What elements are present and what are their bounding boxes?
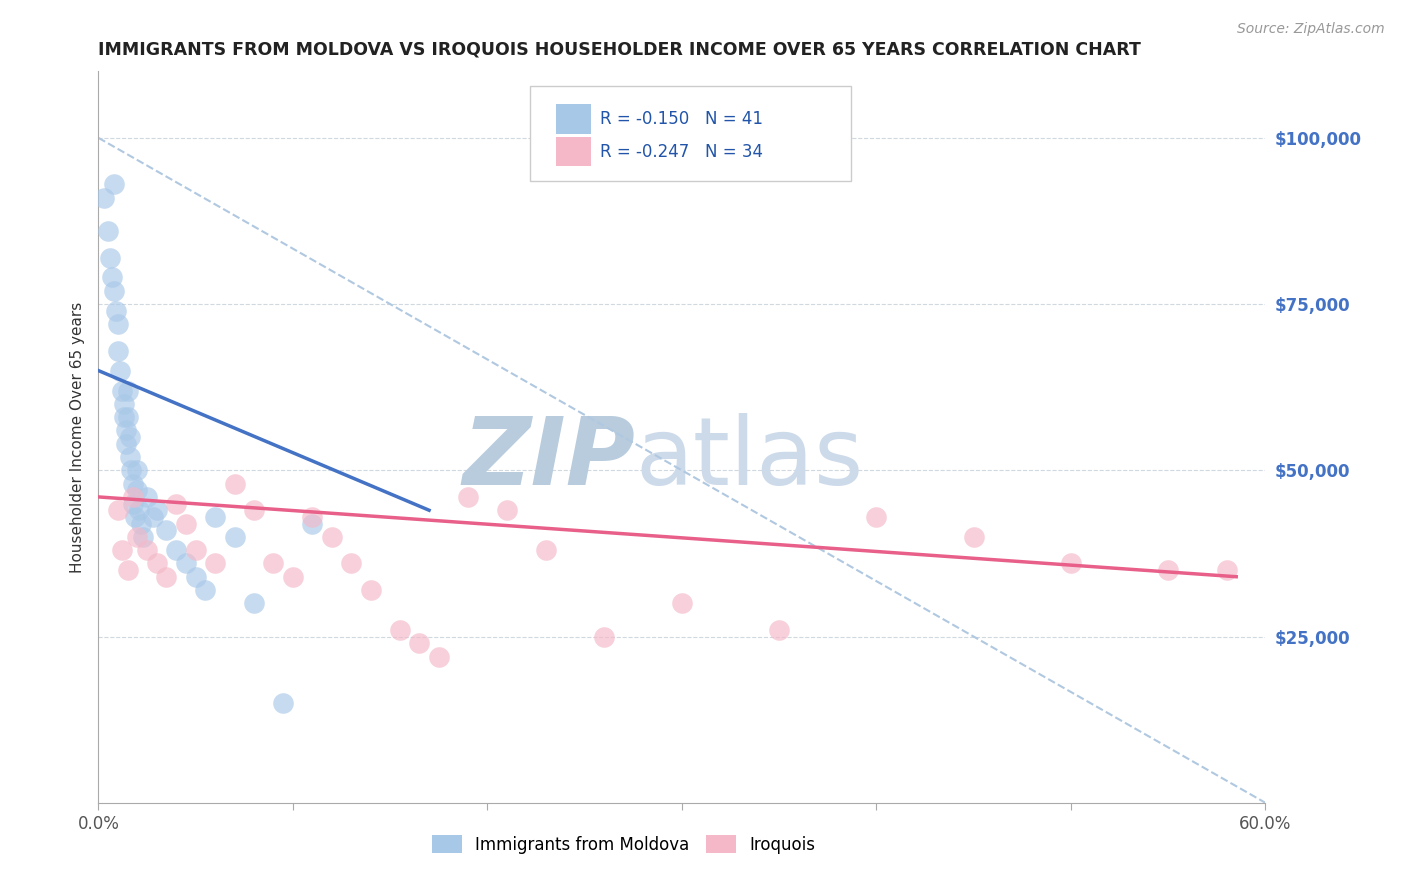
Point [224,476,246,491]
Point [101,270,124,285]
Point [321,530,343,544]
Point [262,557,284,571]
Point [103,178,125,192]
Point [146,503,169,517]
Point [243,596,266,610]
Point [121,463,143,477]
Point [865,509,887,524]
Point [534,543,557,558]
Point [1215,563,1237,577]
Point [408,636,430,650]
Point [118,450,141,464]
Point [122,497,145,511]
Text: IMMIGRANTS FROM MOLDOVA VS IROQUOIS HOUSEHOLDER INCOME OVER 65 YEARS CORRELATION: IMMIGRANTS FROM MOLDOVA VS IROQUOIS HOUS… [98,41,1142,59]
Point [142,509,165,524]
Point [360,582,382,597]
Point [108,363,131,377]
Point [427,649,450,664]
Point [204,557,226,571]
Point [114,424,136,438]
Point [224,530,246,544]
Point [301,516,323,531]
Point [184,543,207,558]
Point [174,557,197,571]
Point [155,570,177,584]
Point [117,410,139,425]
Point [136,490,159,504]
Point [194,582,217,597]
Point [127,530,149,544]
Point [165,497,187,511]
Legend: Immigrants from Moldova, Iroquois: Immigrants from Moldova, Iroquois [425,829,823,860]
Point [593,630,616,644]
Point [112,410,135,425]
Point [457,490,479,504]
Point [281,570,304,584]
Point [340,557,363,571]
Point [111,384,134,398]
Text: atlas: atlas [636,413,863,505]
Point [124,509,146,524]
Point [243,503,266,517]
Point [128,503,150,517]
Text: ZIP: ZIP [463,413,636,505]
Point [107,343,129,358]
Point [671,596,693,610]
Point [146,557,169,571]
Point [174,516,197,531]
Point [127,463,149,477]
Text: R = -0.247   N = 34: R = -0.247 N = 34 [600,143,763,161]
Point [104,303,127,318]
Point [117,384,139,398]
Point [112,397,135,411]
Point [184,570,207,584]
Point [114,436,136,450]
Point [107,317,129,331]
Point [117,563,139,577]
Point [97,224,120,238]
Point [98,251,121,265]
Point [118,430,141,444]
Point [132,530,155,544]
Point [165,543,187,558]
FancyBboxPatch shape [555,137,591,167]
Point [93,191,115,205]
Point [496,503,519,517]
Point [122,490,145,504]
Point [1060,557,1083,571]
Point [204,509,226,524]
Point [129,516,152,531]
Point [136,543,159,558]
Point [271,696,294,710]
Point [962,530,984,544]
Text: R = -0.150   N = 41: R = -0.150 N = 41 [600,110,763,128]
Point [107,503,129,517]
FancyBboxPatch shape [530,86,851,181]
Point [1157,563,1180,577]
Point [301,509,323,524]
Point [768,623,790,637]
Point [155,523,177,537]
Point [122,476,145,491]
Text: Source: ZipAtlas.com: Source: ZipAtlas.com [1237,22,1385,37]
Y-axis label: Householder Income Over 65 years: Householder Income Over 65 years [69,301,84,573]
Point [388,623,411,637]
Point [103,284,125,298]
FancyBboxPatch shape [555,104,591,134]
Point [127,483,149,498]
Point [111,543,134,558]
